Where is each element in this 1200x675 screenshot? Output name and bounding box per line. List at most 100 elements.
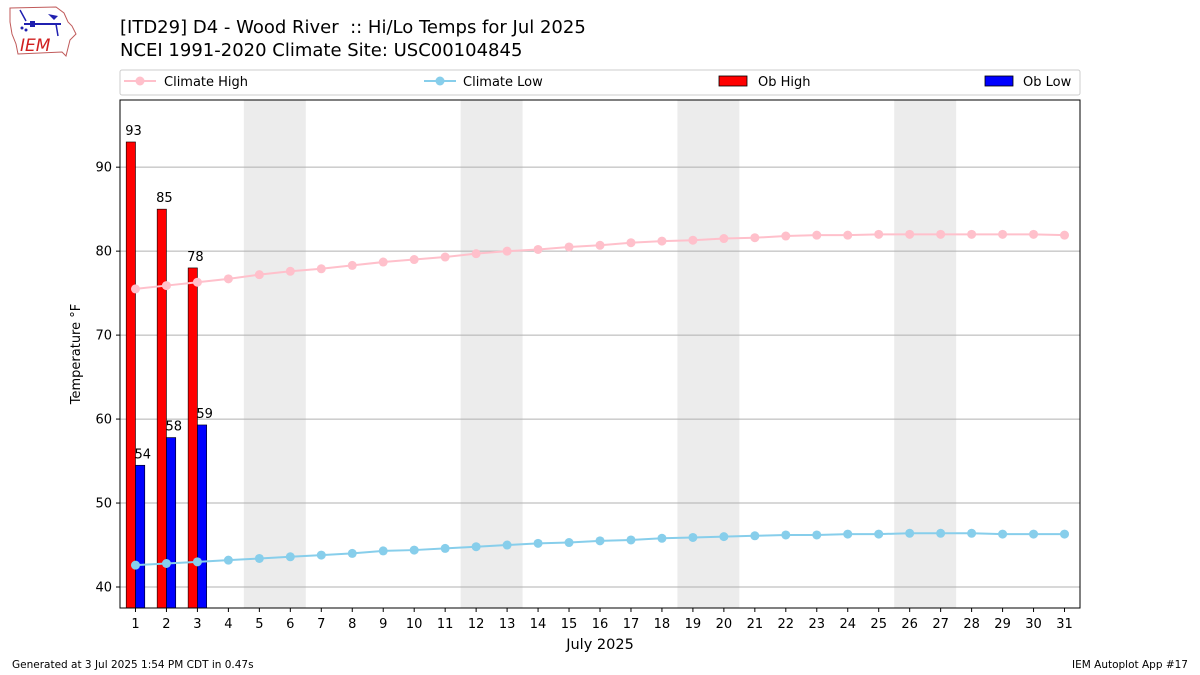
ob-high-bar-3 [187,267,198,609]
ob-low-label-2: 58 [165,420,182,435]
climate-high-point-10 [409,255,419,265]
climate-high-point-3 [192,277,202,287]
x-tick-label-31: 31 [1056,617,1073,632]
climate-low-point-29 [998,529,1008,539]
climate-high-point-26 [905,229,915,239]
x-tick-label-10: 10 [406,617,423,632]
x-tick-label-19: 19 [685,617,702,632]
legend-frame [119,69,1081,96]
x-tick-label-11: 11 [437,617,454,632]
ob-high-label-2: 85 [156,191,173,206]
climate-high-point-21 [750,233,760,243]
x-tick-label-9: 9 [379,617,387,632]
climate-low-point-18 [657,533,667,543]
climate-low-point-12 [471,542,481,552]
x-tick-label-21: 21 [747,617,764,632]
legend-climate-low-marker [435,76,445,86]
climate-low-point-30 [1029,529,1039,539]
legend-ob-high-swatch [718,75,748,87]
legend-climate-low-label: Climate Low [463,75,543,90]
climate-low-point-20 [719,532,729,542]
climate-low-point-2 [161,558,171,568]
climate-low-point-26 [905,528,915,538]
climate-high-point-8 [347,260,357,270]
x-tick-label-12: 12 [468,617,485,632]
climate-low-point-23 [812,530,822,540]
x-tick-label-29: 29 [994,617,1011,632]
climate-high-point-5 [254,270,264,280]
chart-subtitle: NCEI 1991-2020 Climate Site: USC00104845 [120,40,523,61]
weekend-band-3 [677,100,740,608]
x-tick-label-23: 23 [809,617,826,632]
climate-high-point-19 [688,235,698,245]
weekend-band-4 [894,100,957,608]
ob-low-bar-2 [166,437,177,609]
climate-low-point-19 [688,532,698,542]
climate-low-point-5 [254,553,264,563]
y-tick-label-40: 40 [95,581,112,596]
weekend-band-2 [460,100,523,608]
climate-high-point-12 [471,249,481,259]
x-tick-label-3: 3 [193,617,201,632]
climate-high-point-16 [595,240,605,250]
climate-low-point-16 [595,536,605,546]
climate-low-point-14 [533,538,543,548]
y-tick-label-60: 60 [95,413,112,428]
x-tick-label-4: 4 [224,617,232,632]
climate-high-point-28 [967,229,977,239]
x-tick-label-6: 6 [286,617,294,632]
footer-app-text: IEM Autoplot App #17 [1072,659,1188,671]
x-tick-label-14: 14 [530,617,547,632]
ob-low-label-1: 54 [134,447,151,462]
iem-logo: IEM [9,6,77,57]
ob-high-label-1: 93 [125,124,142,139]
x-tick-label-8: 8 [348,617,356,632]
legend-climate-high-label: Climate High [164,75,248,90]
x-tick-label-2: 2 [162,617,170,632]
logo-text: IEM [20,36,51,56]
climate-low-point-22 [781,530,791,540]
y-tick-label-90: 90 [95,161,112,176]
ob-high-bar-1 [125,141,136,609]
climate-low-point-13 [502,540,512,550]
climate-low-point-8 [347,548,357,558]
x-tick-label-1: 1 [131,617,139,632]
y-tick-label-80: 80 [95,245,112,260]
ob-low-bar-1 [135,464,146,609]
climate-low-point-28 [967,528,977,538]
ob-high-label-3: 78 [187,250,204,265]
climate-high-point-20 [719,234,729,244]
x-tick-label-15: 15 [561,617,578,632]
x-tick-label-28: 28 [963,617,980,632]
climate-low-point-7 [316,550,326,560]
y-tick-label-70: 70 [95,329,112,344]
x-tick-label-5: 5 [255,617,263,632]
climate-low-point-21 [750,531,760,541]
climate-low-point-3 [192,557,202,567]
ob-low-label-3: 59 [196,407,213,422]
climate-high-point-13 [502,246,512,256]
y-tick-label-50: 50 [95,497,112,512]
x-tick-label-17: 17 [623,617,640,632]
climate-high-point-31 [1060,230,1070,240]
x-tick-label-24: 24 [839,617,856,632]
footer-generated-text: Generated at 3 Jul 2025 1:54 PM CDT in 0… [12,659,254,671]
climate-high-point-24 [843,230,853,240]
climate-high-point-1 [130,284,140,294]
climate-high-point-25 [874,229,884,239]
climate-low-point-6 [285,552,295,562]
x-tick-label-22: 22 [778,617,795,632]
climate-high-point-17 [626,238,636,248]
chart-title: [ITD29] D4 - Wood River :: Hi/Lo Temps f… [120,17,586,38]
legend-ob-low-swatch [984,75,1014,87]
climate-high-point-15 [564,242,574,252]
ob-high-bar-2 [156,208,167,609]
climate-high-point-30 [1029,229,1039,239]
x-tick-label-20: 20 [716,617,733,632]
climate-high-point-2 [161,281,171,291]
climate-high-point-14 [533,244,543,254]
climate-low-point-11 [440,543,450,553]
x-axis-label: July 2025 [565,637,634,653]
climate-low-point-31 [1060,529,1070,539]
